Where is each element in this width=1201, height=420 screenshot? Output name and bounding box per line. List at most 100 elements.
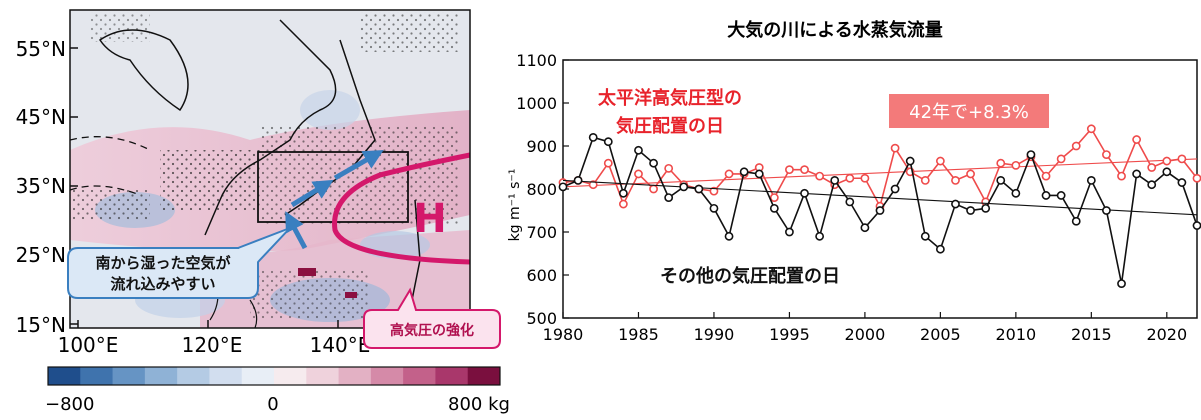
data-point-pacific-high	[1132, 135, 1142, 144]
data-point-pacific-high	[920, 175, 930, 185]
data-point-pacific-high	[1086, 124, 1096, 134]
data-point-other	[1071, 216, 1081, 226]
data-point-other	[845, 197, 855, 207]
colorbar-swatch	[177, 367, 210, 385]
red-series-label-line2: 気圧配置の日	[616, 115, 724, 137]
data-point-pacific-high	[815, 171, 825, 181]
data-point-pacific-high	[649, 184, 658, 194]
data-point-other	[1011, 188, 1021, 198]
data-point-other	[588, 132, 598, 142]
y-tick-label: 1100	[516, 51, 557, 70]
data-point-pacific-high	[890, 143, 900, 153]
callout-moist-line1: 南から湿った空気が	[95, 254, 231, 272]
data-point-pacific-high	[709, 186, 719, 196]
data-point-pacific-high	[966, 169, 975, 179]
data-point-pacific-high	[935, 156, 945, 166]
data-point-other	[905, 156, 915, 166]
data-point-pacific-high	[603, 158, 613, 168]
map-panel: H 55°N 45°N 35°N 25°N 15°N 100°E 120°E 1…	[0, 0, 582, 416]
data-point-other	[1026, 150, 1036, 159]
x-tick-label: 1990	[694, 325, 735, 344]
data-point-pacific-high	[1147, 163, 1157, 172]
flow-arrow	[285, 211, 308, 250]
colorbar-swatch	[435, 367, 469, 385]
lat-label: 45°N	[16, 105, 66, 129]
colorbar-swatch	[241, 367, 275, 385]
data-point-pacific-high	[1177, 154, 1187, 164]
data-point-pacific-high	[1011, 160, 1021, 170]
data-point-other	[1177, 178, 1187, 187]
data-point-other	[1162, 167, 1172, 177]
colorbar-swatch	[112, 367, 146, 385]
data-point-pacific-high	[769, 193, 779, 202]
x-tick-label: 1985	[618, 325, 659, 344]
data-point-other	[890, 184, 900, 194]
flow-arrow	[290, 179, 334, 208]
data-point-other	[694, 184, 704, 194]
colorbar-swatch	[274, 367, 307, 385]
data-point-pacific-high	[1162, 156, 1172, 166]
colorbar-swatch	[370, 367, 404, 385]
data-point-other	[1132, 169, 1142, 179]
colorbar-swatch	[80, 367, 114, 385]
data-point-other	[1147, 180, 1157, 190]
data-point-pacific-high	[588, 180, 598, 190]
flow-arrow	[333, 150, 384, 181]
callout-moist-line2: 流れ込みやすい	[110, 275, 215, 293]
data-point-other	[724, 231, 734, 241]
black-series-label: その他の気圧配置の日	[660, 265, 840, 287]
y-tick-label: 1000	[516, 94, 557, 113]
y-axis-label: kg m⁻¹ s⁻¹	[507, 169, 523, 242]
line-chart: 大気の川による水蒸気流量 kg m⁻¹ s⁻¹ 500 600 700 800 900 1…	[507, 19, 1201, 344]
data-point-pacific-high	[1071, 141, 1081, 151]
data-point-pacific-high	[1117, 171, 1126, 181]
data-point-other	[951, 199, 960, 209]
data-point-other	[1086, 175, 1096, 185]
y-tick-label: 800	[526, 180, 557, 199]
data-point-other	[1041, 191, 1051, 200]
data-point-other	[709, 203, 719, 213]
callout-high-pressure: 高気圧の強化	[363, 287, 501, 349]
colorbar-swatch	[306, 367, 340, 385]
trend-line-pacific-high	[562, 158, 1198, 188]
axes: 500 600 700 800 900 1000 1100 1980 1985 1990 1995 2…	[516, 51, 1198, 344]
y-tick-label: 700	[526, 223, 557, 242]
high-pressure-label: H	[413, 196, 446, 242]
data-point-other	[754, 169, 764, 179]
data-point-pacific-high	[800, 165, 809, 175]
callout-high-text: 高気圧の強化	[390, 322, 474, 339]
data-point-pacific-high	[951, 175, 960, 185]
colorbar-swatch	[467, 367, 501, 385]
data-point-pacific-high	[1102, 150, 1111, 159]
data-point-pacific-high	[1041, 171, 1051, 181]
colorbar-swatch	[144, 367, 178, 385]
lat-label: 15°N	[16, 313, 66, 337]
data-point-other	[785, 227, 794, 237]
data-point-other	[1102, 206, 1111, 215]
series-line-pacific-high	[562, 127, 1198, 209]
data-point-other	[1056, 191, 1066, 200]
colorbar-max-label: 800 kg m⁻¹ s⁻¹	[448, 394, 510, 415]
data-point-other	[664, 193, 674, 202]
data-point-other	[860, 223, 870, 233]
red-series-label-line1: 太平洋高気圧型の	[598, 87, 742, 109]
trend-line-other	[562, 179, 1198, 216]
data-point-pacific-high	[860, 173, 870, 183]
data-point-other	[815, 231, 825, 241]
data-point-pacific-high	[1056, 154, 1066, 164]
lon-label: 140°E	[310, 333, 371, 357]
data-point-other	[966, 206, 975, 215]
data-point-other	[603, 137, 613, 147]
data-point-other	[649, 158, 658, 168]
data-point-other	[618, 188, 628, 198]
x-tick-label: 2020	[1146, 325, 1187, 344]
data-point-other	[558, 182, 568, 192]
data-point-other	[996, 175, 1006, 185]
data-point-pacific-high	[996, 158, 1006, 168]
lat-label: 35°N	[16, 174, 66, 198]
colorbar-mid-label: 0	[267, 394, 278, 415]
data-point-other	[1192, 221, 1201, 230]
data-point-other	[935, 244, 945, 254]
trend-badge: 42年で+8.3%	[909, 102, 1029, 123]
data-point-other	[875, 206, 885, 215]
